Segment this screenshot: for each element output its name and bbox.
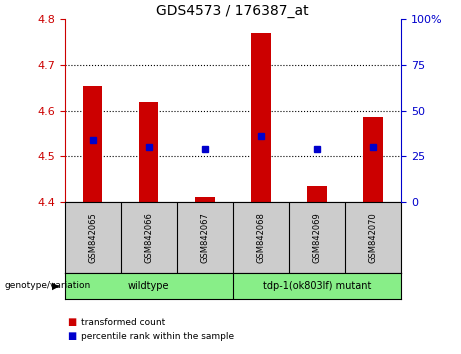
Title: GDS4573 / 176387_at: GDS4573 / 176387_at [156,5,309,18]
Bar [363,118,383,202]
Bar [139,102,159,202]
Bar [251,33,271,202]
Text: ■: ■ [67,317,76,327]
Text: genotype/variation: genotype/variation [5,281,91,290]
Text: ▶: ▶ [52,281,59,291]
Text: wildtype: wildtype [128,281,170,291]
Bar [307,186,327,202]
Text: percentile rank within the sample: percentile rank within the sample [81,332,234,341]
Bar [83,86,102,202]
Text: tdp-1(ok803lf) mutant: tdp-1(ok803lf) mutant [263,281,371,291]
Text: GSM842066: GSM842066 [144,212,153,263]
Bar [195,197,214,202]
Text: GSM842068: GSM842068 [256,212,266,263]
Text: GSM842065: GSM842065 [88,212,97,263]
Text: GSM842067: GSM842067 [200,212,209,263]
Text: transformed count: transformed count [81,318,165,327]
Text: ■: ■ [67,331,76,341]
Text: GSM842070: GSM842070 [368,212,378,263]
Text: GSM842069: GSM842069 [313,212,321,263]
